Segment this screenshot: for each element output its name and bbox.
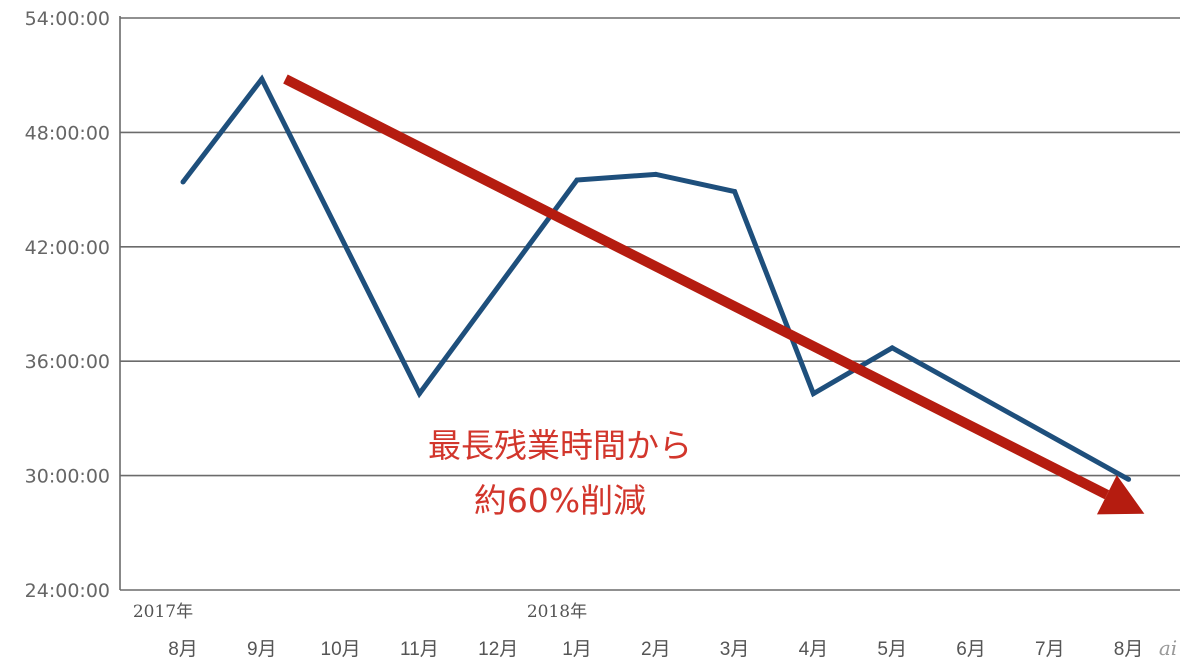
x-tick-labels: 8月 9月 10月 11月 12月 1月 2月 3月 4月 5月 6月 7月 8月 2017年 2018年: [133, 602, 1144, 660]
x-tick-label: 8月: [1114, 639, 1144, 660]
y-tick-label: 36:00:00: [25, 351, 110, 373]
watermark-logo: ai: [1159, 636, 1177, 660]
grid-lines: [120, 17, 1180, 477]
y-tick-label: 54:00:00: [25, 8, 110, 30]
series-line-0: [181, 74, 1130, 482]
x-tick-label: 4月: [799, 639, 829, 660]
y-tick-label: 30:00:00: [25, 466, 110, 488]
data-point: [574, 177, 580, 183]
x-tick-label: 12月: [478, 639, 518, 660]
data-point: [810, 391, 816, 397]
x-tick-label: 11月: [400, 639, 439, 660]
trend-arrow-shaft: [283, 74, 1110, 500]
y-tick-label: 24:00:00: [25, 580, 110, 602]
y-tick-labels: 54:00:00 48:00:00 42:00:00 36:00:00 30:00:00…: [25, 8, 110, 602]
data-point: [180, 179, 186, 185]
series-layer: [180, 74, 1132, 482]
annotation: 最長残業時間から 約60%削減: [428, 426, 692, 520]
annotation-line-2: 約60%削減: [474, 481, 646, 520]
x-tick-label: 2月: [641, 639, 671, 660]
x-tick-label: 10月: [321, 639, 361, 660]
data-point: [653, 171, 659, 177]
x-tick-label: 8月: [168, 639, 198, 660]
y-tick-label: 42:00:00: [25, 237, 110, 259]
axes: [119, 16, 1180, 591]
x-tick-label: 1月: [562, 639, 592, 660]
year-label: 2017年: [133, 602, 193, 622]
x-tick-label: 9月: [247, 639, 277, 660]
annotation-line-1: 最長残業時間から: [428, 426, 692, 465]
x-tick-label: 5月: [877, 639, 907, 660]
trend-arrow-head: [1096, 475, 1145, 515]
x-tick-label: 7月: [1035, 639, 1065, 660]
y-tick-label: 48:00:00: [25, 122, 110, 144]
x-tick-label: 6月: [956, 639, 986, 660]
data-point: [732, 189, 738, 195]
data-point: [889, 345, 895, 351]
data-point: [416, 391, 422, 397]
data-point: [259, 76, 265, 82]
x-tick-label: 3月: [720, 639, 750, 660]
year-label: 2018年: [527, 602, 587, 622]
data-point: [1126, 476, 1132, 482]
trend-arrow: [283, 74, 1145, 515]
